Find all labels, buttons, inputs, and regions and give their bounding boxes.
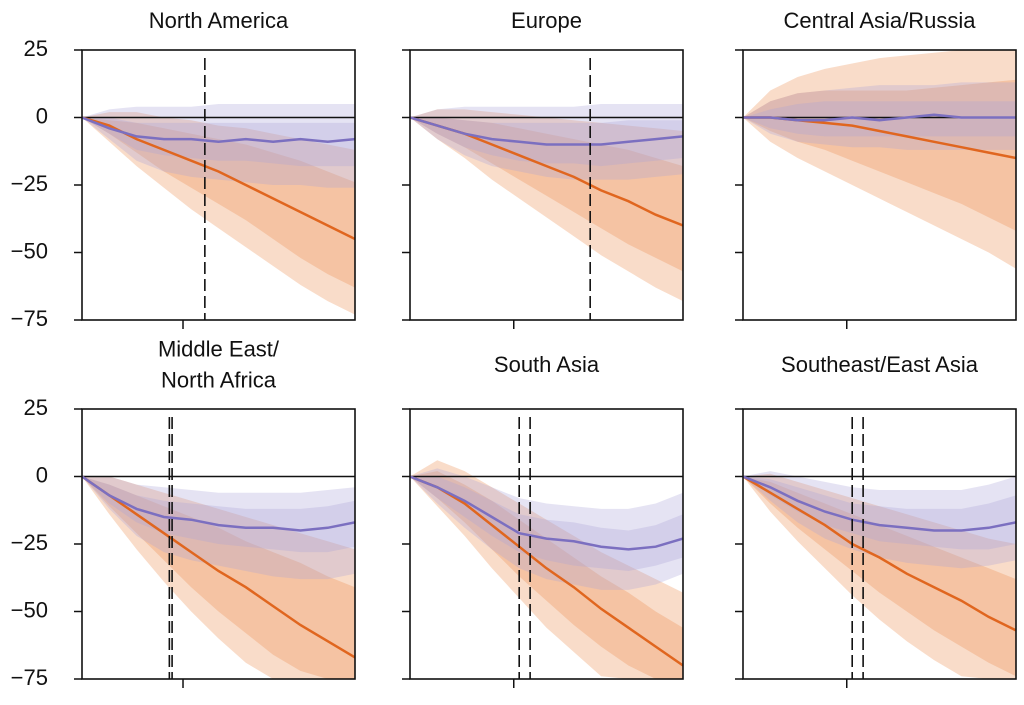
panel-title: Southeast/East Asia [781,352,979,377]
panel: Southeast/East Asia [735,352,1017,688]
uncertainty-band [743,476,1016,677]
uncertainty-band [82,104,355,188]
panel: North America −75 −50 −25 0 25 [11,8,356,331]
y-tick-label: −25 [11,171,48,196]
uncertainty-band [410,104,683,180]
y-tick-label: 0 [36,103,48,128]
uncertainty-band [82,476,355,679]
median-line [743,113,1016,122]
y-tick-label: −75 [11,665,48,690]
panel-title: Central Asia/Russia [784,8,977,33]
y-tick-label: −25 [11,530,48,555]
uncertainty-band [743,473,1016,679]
panel: Central Asia/Russia [735,8,1017,329]
axes-frame [409,49,684,321]
median-line [82,475,355,659]
uncertainty-band [410,468,683,590]
uncertainty-band [82,112,355,315]
panel: Europe [402,8,684,329]
median-line [743,475,1016,632]
uncertainty-band [743,50,1016,269]
y-tick-label: −50 [11,238,48,263]
axes-frame [81,408,356,680]
panel: Middle East/North Africa −75 −50 −25 0 25 [11,336,356,690]
axes-frame [81,49,356,321]
panel-title: Middle East/ [158,336,280,361]
plot-area [743,50,1016,269]
panel-title: North America [149,8,289,33]
uncertainty-band [410,471,683,679]
axes-frame [742,49,1017,321]
y-tick-label: 25 [24,395,48,420]
uncertainty-band [410,109,683,302]
median-line [82,475,355,532]
plot-area [82,475,355,679]
plot-area [743,471,1016,679]
uncertainty-band [82,476,355,679]
uncertainty-band [82,476,355,580]
y-tick-label: −50 [11,597,48,622]
panel-title: Europe [511,8,582,33]
panel-title: North Africa [161,367,277,392]
y-tick-label: 25 [24,36,48,61]
plot-area [410,104,683,302]
uncertainty-band [82,476,355,553]
uncertainty-band [82,117,355,288]
plot-area [410,460,683,679]
uncertainty-band [743,82,1016,150]
plot-area [82,104,355,315]
median-line [410,116,683,146]
median-line [410,475,683,551]
median-line [410,475,683,667]
uncertainty-band [410,117,683,167]
uncertainty-band [743,101,1016,137]
panel-title: South Asia [494,352,600,377]
axes-frame [742,408,1017,680]
panel: South Asia [402,352,684,688]
y-tick-label: −75 [11,306,48,331]
median-line [743,475,1016,532]
axes-frame [409,408,684,680]
y-tick-label: 0 [36,462,48,487]
uncertainty-band [410,117,683,272]
median-line [82,116,355,144]
uncertainty-band [743,471,1016,569]
